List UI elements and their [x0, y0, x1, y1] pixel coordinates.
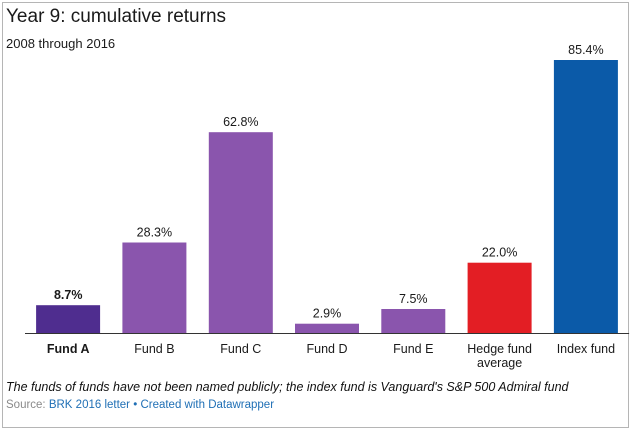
category-label-fund-e: Fund E: [393, 342, 433, 356]
chart-frame: [2, 2, 629, 428]
value-label-fund-a: 8.7%: [54, 288, 83, 302]
value-label-fund-e: 7.5%: [399, 292, 428, 306]
source-link[interactable]: BRK 2016 letter: [48, 399, 131, 411]
value-label-fund-b: 28.3%: [137, 226, 172, 240]
chart-subtitle: 2008 through 2016: [6, 36, 116, 51]
bar-fund-b: [122, 242, 187, 333]
bar-fund-e: [381, 309, 446, 333]
category-label-fund-d: Fund D: [307, 342, 348, 356]
category-label-index-fund: Index fund: [557, 342, 615, 356]
source-line: Source: BRK 2016 letter • Created with D…: [6, 399, 274, 411]
bar-fund-c: [208, 132, 273, 333]
category-label-hedge-fund-average-line1: Hedge fund: [467, 342, 532, 356]
bar-index-fund: [553, 60, 618, 333]
source-separator: •: [130, 399, 141, 411]
value-label-index-fund: 85.4%: [568, 43, 603, 57]
chart-note: The funds of funds have not been named p…: [6, 380, 569, 394]
category-label-fund-b: Fund B: [134, 342, 174, 356]
value-label-fund-c: 62.8%: [223, 115, 258, 129]
category-label-fund-c: Fund C: [220, 342, 261, 356]
source-prefix: Source:: [6, 399, 49, 411]
value-label-hedge-fund-average: 22.0%: [482, 246, 517, 260]
bar-hedge-fund-average: [467, 262, 532, 333]
value-label-fund-d: 2.9%: [313, 307, 342, 321]
bar-fund-a: [36, 305, 101, 333]
bar-fund-d: [295, 323, 359, 333]
datawrapper-link[interactable]: Created with Datawrapper: [140, 399, 275, 411]
category-label-hedge-fund-average-line2: average: [477, 356, 522, 370]
chart-title: Year 9: cumulative returns: [6, 6, 227, 27]
category-label-fund-a: Fund A: [47, 342, 90, 356]
